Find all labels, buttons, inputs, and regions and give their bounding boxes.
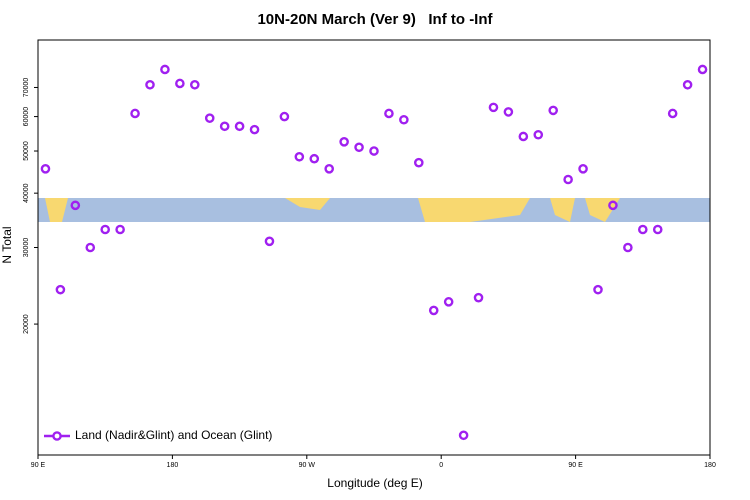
point bbox=[234, 121, 245, 132]
y-tick-label: 30000 bbox=[23, 238, 30, 258]
point bbox=[279, 111, 290, 122]
x-tick-label: 90 W bbox=[299, 462, 316, 469]
point bbox=[55, 284, 66, 295]
point bbox=[578, 164, 588, 174]
point bbox=[189, 79, 200, 90]
point bbox=[369, 146, 379, 156]
point bbox=[503, 107, 514, 117]
point bbox=[652, 224, 663, 235]
point bbox=[428, 305, 439, 316]
point bbox=[548, 105, 559, 116]
point bbox=[488, 102, 499, 113]
point bbox=[160, 64, 170, 75]
point bbox=[294, 151, 305, 162]
point bbox=[339, 137, 349, 147]
y-tick-label: 20000 bbox=[23, 314, 30, 334]
point bbox=[608, 200, 618, 211]
y-tick-label: 50000 bbox=[23, 141, 30, 161]
point bbox=[458, 430, 469, 441]
point bbox=[413, 157, 424, 168]
y-tick-label: 60000 bbox=[23, 107, 30, 127]
y-tick-label: 70000 bbox=[23, 78, 30, 98]
point bbox=[354, 142, 364, 153]
point bbox=[100, 224, 110, 235]
x-axis-label: Longitude (deg E) bbox=[327, 476, 422, 490]
point bbox=[667, 108, 678, 119]
point bbox=[638, 224, 648, 235]
x-tick-label: 180 bbox=[704, 462, 716, 469]
point bbox=[204, 113, 215, 123]
x-tick-label: 90 E bbox=[31, 462, 46, 469]
x-tick-label: 180 bbox=[167, 462, 179, 469]
point bbox=[219, 121, 230, 132]
point bbox=[563, 174, 573, 185]
point bbox=[175, 78, 185, 89]
legend-marker bbox=[52, 431, 62, 441]
point bbox=[249, 124, 260, 135]
point bbox=[115, 224, 125, 235]
point bbox=[443, 297, 454, 307]
point bbox=[697, 64, 708, 75]
point bbox=[473, 292, 484, 303]
point bbox=[264, 236, 275, 247]
point bbox=[145, 79, 155, 90]
point bbox=[593, 284, 603, 295]
point bbox=[384, 108, 394, 119]
point bbox=[324, 164, 335, 174]
point bbox=[518, 131, 529, 142]
point bbox=[309, 153, 320, 164]
point bbox=[623, 242, 633, 253]
point bbox=[533, 129, 544, 140]
y-tick-label: 40000 bbox=[23, 183, 30, 203]
point bbox=[399, 114, 409, 125]
point bbox=[70, 200, 81, 211]
x-tick-label: 90 E bbox=[568, 462, 583, 469]
x-tick-label: 0 bbox=[439, 462, 443, 469]
point bbox=[40, 164, 51, 174]
point bbox=[85, 242, 96, 253]
point bbox=[682, 79, 693, 90]
map-strip bbox=[38, 198, 710, 222]
chart-title: 10N-20N March (Ver 9) Inf to -Inf bbox=[257, 11, 493, 28]
plot-frame bbox=[37, 39, 711, 456]
point bbox=[130, 108, 140, 119]
y-axis-label: N Total bbox=[0, 226, 14, 263]
legend-label: Land (Nadir&Glint) and Ocean (Glint) bbox=[75, 428, 272, 442]
